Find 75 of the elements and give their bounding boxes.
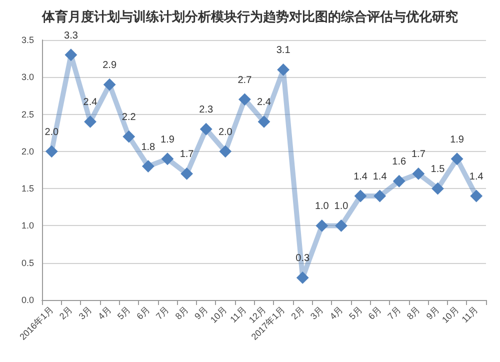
point bbox=[104, 78, 116, 91]
data-label: 1.9 bbox=[160, 134, 175, 146]
x-tick-label: 8月 bbox=[173, 304, 190, 322]
data-label: 1.7 bbox=[411, 149, 426, 160]
data-label: 1.8 bbox=[141, 142, 156, 153]
y-tick-label: 1.0 bbox=[21, 220, 34, 231]
point bbox=[84, 116, 96, 128]
data-label: 2.9 bbox=[102, 60, 117, 72]
data-label: 1.4 bbox=[469, 172, 484, 182]
x-tick-label: 10月 bbox=[440, 304, 461, 325]
point bbox=[142, 160, 154, 172]
point bbox=[219, 145, 232, 158]
x-tick-label: 7月 bbox=[386, 304, 403, 322]
data-label: 1.9 bbox=[450, 134, 464, 146]
point bbox=[200, 123, 212, 136]
data-label: 2.4 bbox=[83, 97, 98, 108]
x-tick-label: 4月 bbox=[328, 304, 345, 322]
point bbox=[354, 190, 367, 202]
point bbox=[277, 64, 290, 76]
data-label: 2.2 bbox=[122, 112, 136, 124]
point bbox=[374, 190, 386, 202]
data-label: 1.4 bbox=[372, 172, 388, 182]
data-label: 3.1 bbox=[276, 45, 291, 56]
data-label: 1.6 bbox=[392, 156, 407, 168]
data-label: 3.3 bbox=[64, 30, 78, 42]
point bbox=[432, 182, 444, 195]
point bbox=[296, 272, 309, 284]
point bbox=[451, 152, 464, 165]
y-tick-label: 0.5 bbox=[21, 258, 34, 268]
x-tick-label: 5月 bbox=[115, 304, 132, 322]
point bbox=[412, 168, 424, 180]
data-label: 1.7 bbox=[180, 149, 194, 160]
y-tick-label: 2.5 bbox=[21, 109, 34, 120]
x-tick-label: 2月 bbox=[58, 304, 74, 322]
point bbox=[161, 152, 174, 165]
data-label: 2.4 bbox=[257, 97, 272, 108]
point bbox=[335, 220, 348, 232]
point bbox=[46, 145, 58, 158]
point bbox=[393, 175, 406, 188]
x-tick-label: 9月 bbox=[424, 304, 442, 322]
x-tick-label: 3月 bbox=[308, 304, 326, 322]
x-tick-label: 3月 bbox=[76, 304, 94, 322]
point bbox=[64, 48, 77, 61]
x-tick-label: 9月 bbox=[192, 304, 210, 322]
x-tick-label: 6月 bbox=[366, 304, 384, 322]
y-tick-label: 2.0 bbox=[21, 146, 34, 156]
x-tick-label: 8月 bbox=[405, 304, 422, 322]
x-tick-label: 6月 bbox=[134, 304, 152, 322]
point bbox=[470, 190, 482, 202]
data-label: 2.3 bbox=[199, 104, 214, 116]
point bbox=[316, 220, 328, 232]
data-label: 2.0 bbox=[218, 126, 233, 138]
point bbox=[180, 168, 193, 180]
y-tick-label: 3.0 bbox=[21, 72, 34, 82]
data-label: 1.4 bbox=[354, 172, 368, 182]
x-tick-label: 4月 bbox=[96, 304, 114, 322]
point bbox=[258, 116, 270, 128]
point bbox=[122, 130, 135, 143]
y-tick-label: 1.5 bbox=[21, 184, 34, 194]
x-tick-label: 10月 bbox=[208, 304, 229, 325]
data-label: 2.0 bbox=[44, 126, 60, 138]
chart-title: 体育月度计划与训练计划分析模块行为趋势对比图的综合评估与优化研究 bbox=[41, 9, 458, 25]
data-label: 2.7 bbox=[238, 74, 252, 86]
x-tick-label: 5月 bbox=[347, 304, 364, 322]
data-label: 0.3 bbox=[296, 253, 310, 264]
data-label: 1.5 bbox=[430, 164, 446, 176]
data-label: 1.0 bbox=[314, 201, 330, 212]
x-tick-label: 11月 bbox=[228, 304, 248, 324]
data-label: 1.0 bbox=[334, 201, 349, 212]
y-tick-label: 0.0 bbox=[21, 295, 34, 305]
x-tick-label: 7月 bbox=[154, 304, 172, 322]
point bbox=[238, 93, 251, 106]
x-tick-label: 2月 bbox=[289, 304, 306, 322]
y-tick-label: 3.5 bbox=[21, 35, 34, 45]
x-tick-label: 11月 bbox=[460, 304, 480, 324]
